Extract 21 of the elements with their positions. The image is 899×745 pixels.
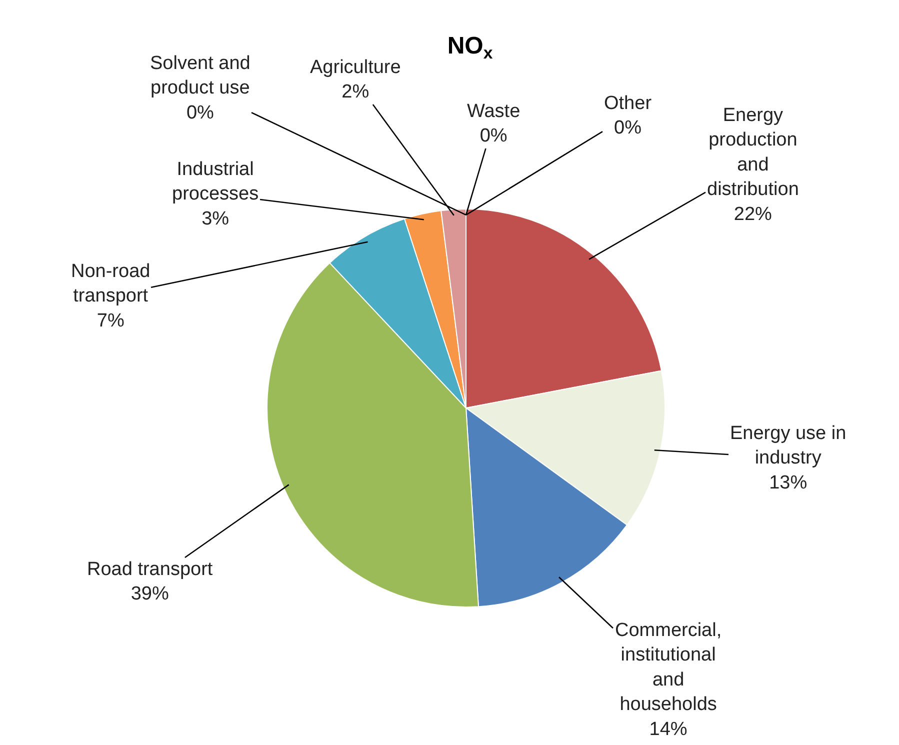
category-label: Other <box>604 93 652 114</box>
category-label: Solvent and product use <box>150 53 250 99</box>
data-label: 22% <box>734 204 772 225</box>
text: 0% <box>614 118 642 139</box>
slice-label: Commercial, institutional and households <box>615 620 722 716</box>
data-label: 3% <box>202 208 230 230</box>
slice-label: Agriculture <box>310 57 401 78</box>
slice-label: Industrial processes <box>172 159 259 205</box>
data-label: 14% <box>649 718 688 740</box>
data-label: 7% <box>96 310 124 332</box>
data-label: 2% <box>342 82 370 103</box>
slice-label: Energy production and distribution <box>707 105 799 200</box>
chart-title: NO$_{x}$ <box>447 32 494 62</box>
slice-label: Energy use in industry <box>730 423 846 469</box>
data-label: 13% <box>769 472 808 494</box>
text: 0% <box>186 102 214 124</box>
category-label: Waste <box>467 101 520 122</box>
text: 0% <box>480 126 508 147</box>
data-label: 39% <box>130 584 169 605</box>
slice-label: Non-road transport <box>71 261 150 307</box>
slice-label: Road transport <box>87 559 214 580</box>
